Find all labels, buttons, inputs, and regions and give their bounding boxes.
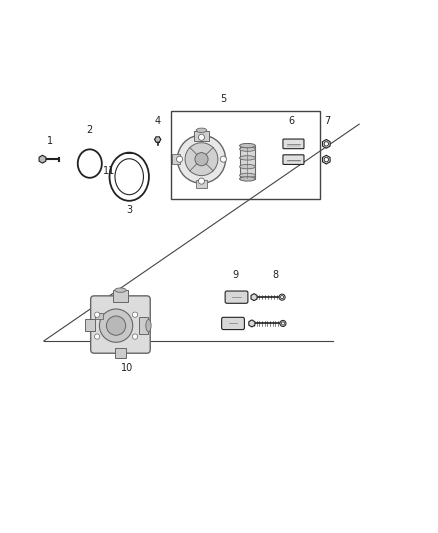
Ellipse shape bbox=[185, 143, 218, 175]
Text: 8: 8 bbox=[272, 270, 278, 280]
Polygon shape bbox=[251, 294, 257, 301]
Circle shape bbox=[324, 142, 328, 146]
Ellipse shape bbox=[281, 322, 285, 325]
Ellipse shape bbox=[280, 320, 286, 327]
Polygon shape bbox=[249, 320, 255, 327]
Polygon shape bbox=[39, 155, 46, 163]
Text: 3: 3 bbox=[126, 205, 132, 215]
Circle shape bbox=[95, 312, 100, 317]
Polygon shape bbox=[322, 155, 330, 164]
FancyBboxPatch shape bbox=[283, 155, 304, 165]
Text: 10: 10 bbox=[121, 363, 133, 373]
Text: 9: 9 bbox=[233, 270, 239, 280]
Text: 6: 6 bbox=[288, 116, 294, 126]
Bar bbox=[171, 111, 320, 199]
FancyBboxPatch shape bbox=[283, 139, 304, 149]
Ellipse shape bbox=[240, 165, 255, 169]
Text: 4: 4 bbox=[155, 116, 161, 126]
Circle shape bbox=[324, 157, 328, 162]
Bar bbox=[139, 317, 148, 334]
Text: 1: 1 bbox=[47, 136, 53, 146]
Circle shape bbox=[95, 334, 100, 339]
Circle shape bbox=[106, 316, 126, 335]
Text: 11: 11 bbox=[103, 166, 115, 176]
Circle shape bbox=[132, 334, 138, 339]
Text: 5: 5 bbox=[220, 94, 226, 104]
Ellipse shape bbox=[195, 152, 208, 166]
Bar bbox=[95, 313, 103, 319]
Polygon shape bbox=[322, 140, 330, 148]
Bar bbox=[115, 348, 126, 358]
Bar bbox=[113, 290, 128, 302]
Polygon shape bbox=[155, 137, 161, 142]
Ellipse shape bbox=[177, 135, 226, 183]
Circle shape bbox=[177, 156, 183, 162]
Circle shape bbox=[198, 178, 205, 184]
Circle shape bbox=[198, 134, 205, 140]
FancyBboxPatch shape bbox=[225, 291, 248, 303]
Ellipse shape bbox=[78, 149, 102, 178]
Ellipse shape bbox=[240, 147, 255, 151]
Ellipse shape bbox=[196, 128, 207, 133]
Bar bbox=[85, 319, 95, 332]
Ellipse shape bbox=[240, 177, 255, 181]
Ellipse shape bbox=[240, 156, 255, 160]
Ellipse shape bbox=[115, 159, 143, 195]
Ellipse shape bbox=[280, 296, 284, 298]
Bar bbox=[240, 146, 255, 179]
Bar bbox=[194, 131, 209, 141]
Bar bbox=[196, 180, 207, 188]
Circle shape bbox=[132, 312, 138, 317]
Text: 2: 2 bbox=[87, 125, 93, 135]
Circle shape bbox=[220, 156, 226, 162]
Circle shape bbox=[99, 309, 133, 342]
Ellipse shape bbox=[146, 319, 151, 332]
FancyBboxPatch shape bbox=[222, 317, 244, 329]
Ellipse shape bbox=[279, 294, 285, 300]
Ellipse shape bbox=[115, 288, 126, 292]
Ellipse shape bbox=[240, 143, 255, 148]
FancyBboxPatch shape bbox=[91, 296, 150, 353]
Ellipse shape bbox=[240, 173, 255, 177]
Bar bbox=[172, 154, 180, 165]
Text: 7: 7 bbox=[325, 116, 331, 126]
Ellipse shape bbox=[110, 152, 149, 201]
